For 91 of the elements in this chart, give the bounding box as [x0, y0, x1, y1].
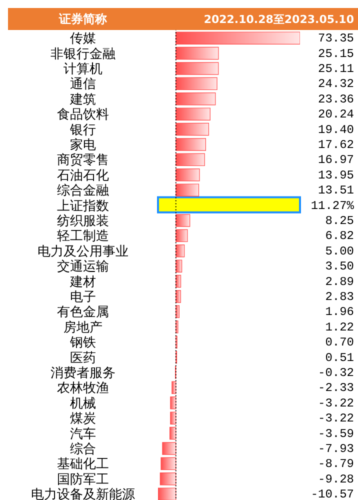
data-label: 16.97 [318, 153, 354, 168]
bar [162, 442, 176, 455]
data-label: -3.22 [318, 412, 354, 426]
data-label: 13.95 [318, 168, 354, 182]
bar [176, 32, 300, 44]
y-tick-label: 电力设备及新能源 [31, 488, 136, 500]
y-tick-label: 消费者服务 [50, 366, 116, 381]
data-label: 0.51 [325, 350, 354, 365]
data-label: -2.33 [318, 381, 354, 396]
bar [176, 244, 185, 258]
y-tick-label: 传媒 [70, 32, 96, 47]
y-tick-label: 房地产 [64, 319, 103, 336]
y-tick-label: 计算机 [64, 62, 103, 77]
y-tick-label: 交通运输 [57, 258, 110, 275]
bar [176, 138, 206, 151]
y-tick-label: 石油石化 [57, 168, 110, 184]
y-tick-label: 农林牧渔 [57, 381, 110, 396]
y-tick-label: 医药 [70, 350, 96, 366]
y-tick-label: 食品饮料 [57, 108, 110, 123]
bar [176, 214, 190, 227]
y-tick-label: 纺织服装 [57, 214, 110, 229]
y-tick-label: 上证指数 [57, 198, 110, 214]
y-tick-label: 电力及公用事业 [38, 244, 129, 260]
y-tick-label: 电子 [70, 290, 96, 305]
data-label: 25.15 [318, 46, 354, 61]
chart-title: 2022.10.28至2023.05.10 [202, 12, 355, 26]
bar [176, 290, 181, 303]
y-tick-label: 国防军工 [57, 472, 110, 488]
bar [176, 77, 218, 90]
bar [170, 396, 176, 410]
data-label: 2.89 [325, 274, 354, 289]
y-tick-label: 煤炭 [70, 412, 96, 427]
bar [176, 274, 182, 288]
data-label: -9.28 [318, 472, 354, 486]
data-label: 2.83 [325, 290, 354, 304]
bar [176, 260, 182, 272]
y-tick-label: 商贸零售 [57, 153, 110, 168]
data-label: 73.35 [318, 32, 354, 46]
bar [176, 229, 188, 242]
y-tick-label: 家电 [70, 136, 96, 153]
bar [176, 62, 219, 75]
data-label: 1.96 [325, 305, 354, 320]
bar [176, 108, 210, 120]
y-tick-label: 汽车 [70, 426, 96, 442]
y-axis-title: 证券简称 [58, 10, 108, 28]
data-label: 20.24 [318, 108, 354, 122]
data-label: -3.59 [318, 426, 354, 441]
data-label: 19.40 [318, 122, 354, 137]
data-label: 3.50 [325, 260, 354, 274]
bar [170, 426, 176, 440]
data-label: 5.00 [325, 244, 354, 258]
bar [176, 320, 178, 334]
y-tick-label: 建材 [69, 274, 96, 290]
bar [176, 153, 205, 166]
y-tick-label: 建筑 [69, 92, 96, 108]
data-label: -8.79 [318, 457, 354, 472]
y-tick-label: 轻工制造 [57, 229, 110, 244]
data-label: -7.93 [318, 442, 354, 456]
bar [176, 168, 200, 182]
bar [160, 472, 176, 486]
data-label: -0.32 [318, 366, 354, 380]
bar [176, 92, 216, 106]
data-label: 1.22 [325, 320, 354, 334]
y-tick-label: 综合 [70, 442, 96, 457]
text: 11.27% [310, 198, 354, 213]
bar [176, 305, 180, 318]
data-label: -3.22 [318, 396, 354, 410]
bar [172, 381, 176, 394]
data-label: 0.70 [325, 336, 354, 350]
data-label: 24.32 [318, 77, 354, 92]
bar [158, 488, 176, 500]
bar [160, 457, 176, 470]
y-tick-label: 通信 [70, 77, 96, 92]
bar [176, 122, 210, 136]
bar [170, 412, 176, 424]
data-label: 6.82 [325, 229, 354, 244]
data-label: 8.25 [325, 214, 354, 228]
data-label: 25.11 [318, 62, 354, 76]
bar [176, 46, 219, 60]
data-label: 17.62 [318, 138, 354, 152]
y-tick-label: 综合金融 [57, 184, 110, 199]
y-tick-label: 有色金属 [57, 305, 110, 320]
data-label: 23.36 [318, 92, 354, 106]
y-tick-label: 基础化工 [57, 457, 110, 472]
bar [176, 184, 200, 196]
y-tick-label: 机械 [70, 396, 96, 412]
y-tick-label: 非银行金融 [50, 46, 116, 62]
data-label: -10.57 [310, 488, 354, 500]
y-tick-label: 钢铁 [69, 336, 96, 351]
y-tick-label: 银行 [69, 122, 96, 138]
data-label: 13.51 [318, 184, 354, 198]
